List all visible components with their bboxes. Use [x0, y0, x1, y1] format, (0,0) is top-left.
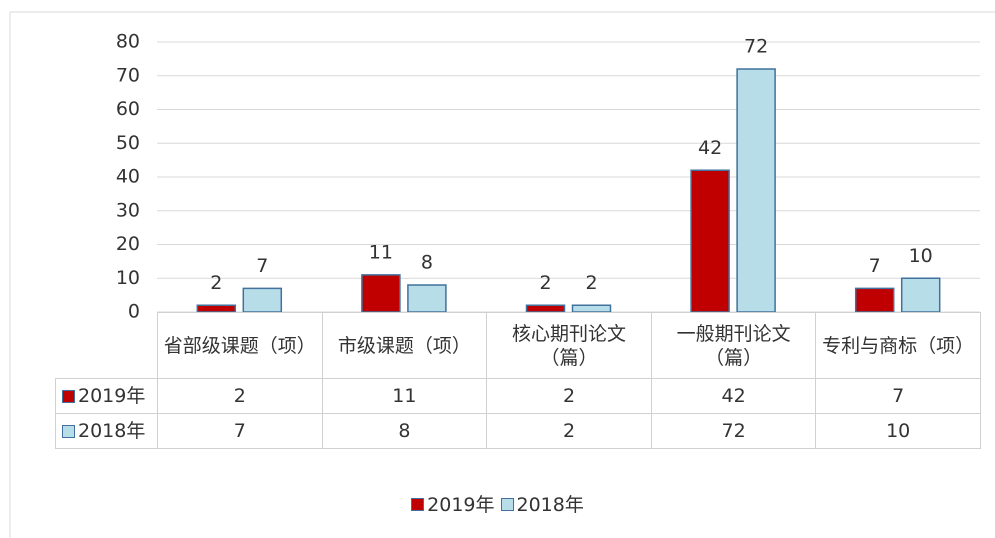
- data-label: 2: [585, 272, 597, 294]
- category-label: 专利与商标（项）: [815, 312, 981, 379]
- data-label: 42: [698, 137, 722, 159]
- y-tick-label: 80: [116, 31, 140, 53]
- table-cell: 7: [157, 413, 323, 449]
- table-cell: 7: [815, 378, 981, 414]
- category-label: 省部级课题（项）: [157, 312, 323, 379]
- bar: [690, 169, 730, 313]
- y-tick-label: 30: [116, 199, 140, 221]
- category-label: 一般期刊论文（篇）: [650, 312, 817, 379]
- bar: [736, 68, 776, 313]
- y-tick-label: 40: [116, 166, 140, 188]
- y-tick-label: 50: [116, 132, 140, 154]
- y-tick-label: 10: [116, 267, 140, 289]
- legend-label: 2019年: [427, 494, 495, 516]
- series-name: 2019年: [78, 385, 146, 407]
- table-cell: 10: [815, 413, 981, 449]
- category-label: 核心期刊论文（篇）: [486, 312, 652, 379]
- bar: [196, 304, 237, 313]
- table-cell: 11: [321, 378, 488, 414]
- bar: [854, 287, 895, 313]
- legend-key: [62, 424, 75, 438]
- legend-item: 2018年: [500, 494, 584, 516]
- category-label: 市级课题（项）: [321, 312, 488, 379]
- data-label: 2: [210, 272, 222, 294]
- y-tick-label: 0: [128, 301, 140, 323]
- table-cell: 2: [157, 378, 323, 414]
- legend-key: [62, 389, 75, 403]
- legend-item: 2019年: [411, 494, 495, 516]
- data-label: 7: [256, 255, 268, 277]
- data-label: 11: [369, 241, 393, 263]
- data-label: 7: [869, 255, 881, 277]
- bar: [407, 284, 447, 313]
- legend-key: [411, 498, 425, 511]
- legend-key: [500, 498, 514, 511]
- legend-label: 2018年: [516, 494, 584, 516]
- data-label: 72: [744, 36, 768, 58]
- table-cell: 2: [486, 378, 652, 414]
- table-cell: 72: [650, 413, 817, 449]
- data-label: 10: [909, 245, 933, 267]
- table-cell: 8: [321, 413, 488, 449]
- y-tick-label: 20: [116, 233, 140, 255]
- bar: [242, 287, 283, 313]
- series-name: 2018年: [78, 420, 146, 442]
- table-row-header: 2018年: [55, 413, 158, 449]
- legend: 2019年 2018年: [0, 490, 995, 517]
- y-tick-label: 70: [116, 64, 140, 86]
- data-label: 2: [539, 272, 551, 294]
- y-tick-label: 60: [116, 98, 140, 120]
- bar: [571, 304, 612, 313]
- bar: [900, 277, 941, 313]
- table-cell: 2: [486, 413, 652, 449]
- bar: [361, 274, 401, 313]
- data-label: 8: [421, 252, 433, 274]
- table-row-header: 2019年: [55, 378, 158, 414]
- bar: [525, 304, 566, 313]
- table-cell: 42: [650, 378, 817, 414]
